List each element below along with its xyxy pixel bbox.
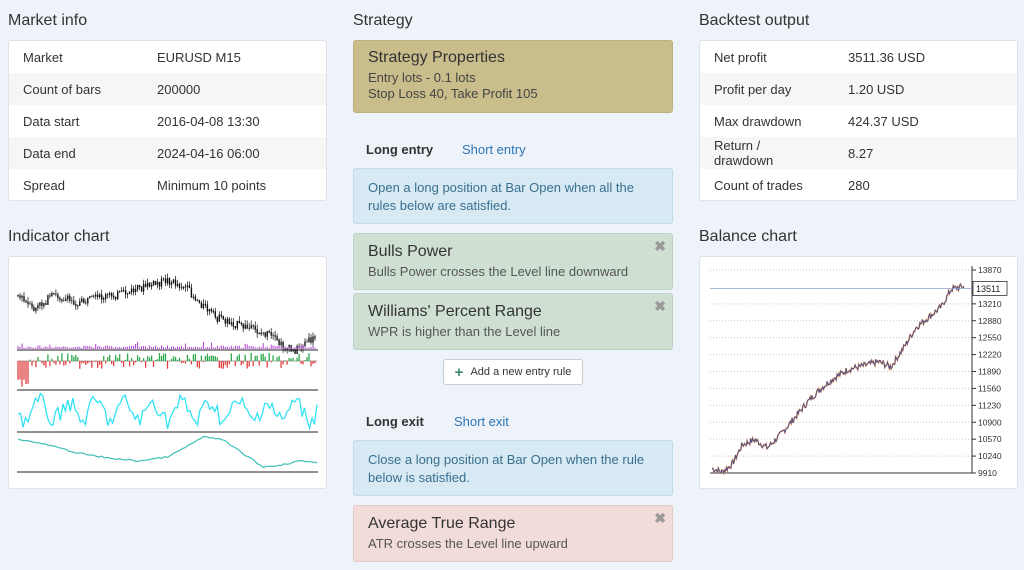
strategy-title: Strategy bbox=[353, 12, 413, 29]
y-tick-label: 11560 bbox=[978, 383, 1001, 393]
row-value: 280 bbox=[848, 177, 870, 193]
atr-line bbox=[17, 436, 318, 469]
tab-long-exit[interactable]: Long exit bbox=[366, 414, 424, 429]
backtest-output-table: Net profit 3511.36 USD Profit per day 1.20… bbox=[700, 41, 1017, 201]
remove-rule-icon[interactable]: ✖ bbox=[654, 238, 666, 254]
exit-info-box: Close a long position at Bar Open when t… bbox=[353, 440, 673, 496]
sl-tp-text: Stop Loss 40, Take Profit 105 bbox=[368, 86, 538, 101]
row-label: Data start bbox=[23, 113, 80, 129]
bulls-power-pane bbox=[17, 353, 317, 387]
indicator-chart-title: Indicator chart bbox=[8, 228, 110, 245]
balance-tick-labels: 13870 13210 12880 12550 12220 11890 11560 11230… bbox=[978, 265, 1002, 478]
rule-description: Bulls Power crosses the Level line downw… bbox=[368, 264, 629, 279]
row-label: Max drawdown bbox=[714, 113, 802, 129]
wpr-line bbox=[17, 392, 318, 431]
indicator-chart bbox=[17, 273, 318, 473]
backtest-output-panel: Net profit 3511.36 USD Profit per day 1.20… bbox=[699, 40, 1018, 201]
balance-chart: 13870 13210 12880 12550 12220 11890 11560 11230… bbox=[710, 265, 1008, 478]
row-value: 2016-04-08 13:30 bbox=[157, 113, 260, 129]
remove-rule-icon[interactable]: ✖ bbox=[654, 298, 666, 314]
row-value: 200000 bbox=[143, 73, 326, 105]
table-row: Market EURUSD M15 bbox=[9, 41, 326, 73]
row-value: 8.27 bbox=[834, 137, 1017, 169]
tab-long-entry[interactable]: Long entry bbox=[366, 142, 434, 157]
row-value: 1.20 USD bbox=[834, 73, 1017, 105]
y-tick-label: 11890 bbox=[978, 367, 1001, 377]
market-info-table: Market EURUSD M15 Count of bars 200000 Dat… bbox=[9, 41, 326, 201]
row-value: Minimum 10 points bbox=[157, 177, 267, 193]
table-row: Spread Minimum 10 points bbox=[9, 169, 326, 201]
row-value: 424.37 USD bbox=[848, 113, 919, 129]
row-label: Data end bbox=[9, 137, 143, 169]
entry-info-box: Open a long position at Bar Open when al… bbox=[353, 168, 673, 224]
row-label: Return / drawdown bbox=[700, 137, 834, 169]
rule-name: Bulls Power bbox=[368, 243, 453, 260]
rule-description: WPR is higher than the Level line bbox=[368, 324, 561, 339]
table-row: Max drawdown 424.37 USD bbox=[700, 105, 1017, 137]
entry-rule-bulls-power[interactable]: Bulls Power Bulls Power crosses the Leve… bbox=[353, 233, 673, 290]
y-tick-label: 9910 bbox=[978, 468, 997, 478]
strategy-properties-card[interactable]: Strategy Properties Entry lots - 0.1 lot… bbox=[353, 40, 673, 113]
rule-name: Average True Range bbox=[368, 515, 516, 532]
row-label: Count of trades bbox=[714, 177, 803, 193]
market-info-panel: Market EURUSD M15 Count of bars 200000 Dat… bbox=[8, 40, 327, 201]
atr-pane bbox=[17, 436, 318, 469]
row-value: EURUSD M15 bbox=[157, 49, 241, 65]
balance-series bbox=[711, 282, 965, 476]
table-row: Return / drawdown 8.27 bbox=[700, 137, 1017, 169]
table-row: Profit per day 1.20 USD bbox=[700, 73, 1017, 105]
balance-line bbox=[711, 283, 965, 475]
balance-chart-panel: 13870 13210 12880 12550 12220 11890 11560 11230… bbox=[699, 256, 1018, 489]
exit-rule-average-true-range[interactable]: Average True Range ATR crosses the Level… bbox=[353, 505, 673, 562]
row-label: Count of bars bbox=[9, 73, 143, 105]
current-value-label: 13511 bbox=[976, 284, 1000, 294]
wpr-pane bbox=[17, 392, 318, 431]
table-row: Count of trades 280 bbox=[700, 169, 1017, 201]
add-entry-rule-button[interactable]: + Add a new entry rule bbox=[443, 359, 583, 385]
table-row: Net profit 3511.36 USD bbox=[700, 41, 1017, 73]
row-label: Spread bbox=[23, 177, 65, 193]
indicator-chart-panel bbox=[8, 256, 327, 489]
y-tick-label: 10240 bbox=[978, 451, 1002, 461]
current-value-box bbox=[972, 281, 1008, 296]
y-tick-label: 11230 bbox=[978, 400, 1001, 410]
rule-description: ATR crosses the Level line upward bbox=[368, 536, 568, 551]
y-tick-label: 12880 bbox=[978, 316, 1002, 326]
y-tick-label: 13870 bbox=[978, 265, 1002, 275]
balance-grid bbox=[710, 266, 976, 474]
y-tick-label: 10900 bbox=[978, 417, 1002, 427]
tab-short-entry[interactable]: Short entry bbox=[462, 142, 526, 157]
table-row: Data end 2024-04-16 06:00 bbox=[9, 137, 326, 169]
row-label: Profit per day bbox=[700, 73, 834, 105]
y-tick-label: 10570 bbox=[978, 434, 1002, 444]
add-entry-rule-label: Add a new entry rule bbox=[470, 366, 572, 378]
entry-tabs: Long entry Short entry bbox=[353, 142, 673, 164]
balance-chart-title: Balance chart bbox=[699, 228, 797, 245]
y-tick-label: 12550 bbox=[978, 333, 1002, 343]
plus-icon: + bbox=[454, 363, 464, 381]
table-row: Data start 2016-04-08 13:30 bbox=[9, 105, 326, 137]
y-tick-label: 13210 bbox=[978, 299, 1002, 309]
backtest-output-title: Backtest output bbox=[699, 12, 810, 29]
row-value: 3511.36 USD bbox=[848, 49, 926, 65]
price-pane bbox=[17, 273, 316, 354]
rule-name: Williams' Percent Range bbox=[368, 303, 542, 320]
strategy-properties-heading: Strategy Properties bbox=[368, 49, 505, 66]
tab-short-exit[interactable]: Short exit bbox=[454, 414, 509, 429]
volume-pane bbox=[17, 342, 316, 349]
entry-rule-williams-percent-range[interactable]: Williams' Percent Range WPR is higher th… bbox=[353, 293, 673, 350]
market-info-title: Market info bbox=[8, 12, 88, 29]
row-label: Market bbox=[23, 49, 63, 65]
table-row: Count of bars 200000 bbox=[9, 73, 326, 105]
row-value: 2024-04-16 06:00 bbox=[143, 137, 326, 169]
exit-tabs: Long exit Short exit bbox=[353, 414, 673, 436]
remove-rule-icon[interactable]: ✖ bbox=[654, 510, 666, 526]
entry-lots-text: Entry lots - 0.1 lots bbox=[368, 70, 476, 85]
row-label: Net profit bbox=[714, 49, 767, 65]
current-value-marker: 13511 bbox=[710, 281, 1008, 296]
y-tick-label: 12220 bbox=[978, 350, 1002, 360]
